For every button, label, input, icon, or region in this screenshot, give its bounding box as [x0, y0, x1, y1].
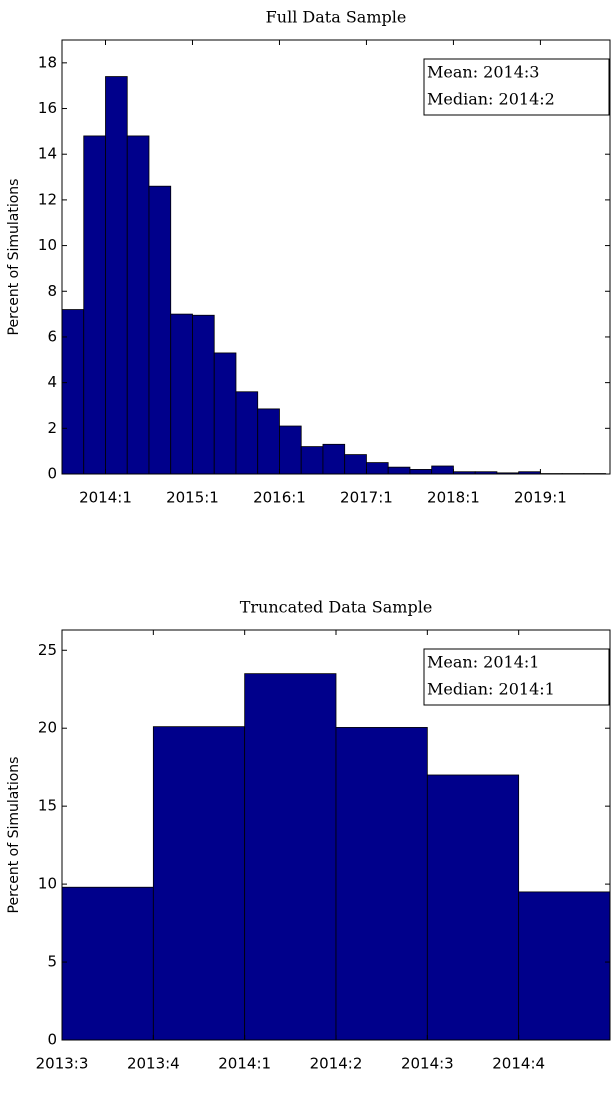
y-tick-label: 4 [47, 373, 57, 391]
annotation: Median: 2014:1 [427, 680, 555, 699]
x-tick-label: 2014:1 [218, 1055, 271, 1073]
x-tick-label: 2018:1 [427, 489, 480, 507]
bar [409, 469, 433, 475]
bar [192, 314, 215, 475]
annotation: Mean: 2014:1 [427, 653, 539, 672]
bar [431, 465, 454, 475]
bar [235, 391, 259, 475]
bar [387, 466, 411, 475]
y-tick-label: 20 [38, 719, 57, 737]
y-tick-label: 25 [38, 641, 57, 659]
annotation-box [423, 648, 610, 706]
y-tick-label: 8 [47, 282, 57, 300]
bar [61, 886, 154, 1041]
y-tick-label: 18 [38, 53, 57, 71]
chart-title: Truncated Data Sample [240, 598, 433, 617]
bar [61, 309, 85, 475]
bar [105, 76, 128, 475]
y-tick-label: 5 [47, 953, 57, 971]
plot-frame [61, 39, 611, 475]
x-tick-label: 2014:4 [492, 1055, 545, 1073]
bar [126, 135, 150, 475]
y-tick-label: 15 [38, 797, 57, 815]
bar [335, 727, 428, 1041]
y-tick-label: 0 [47, 1031, 57, 1049]
x-tick-label: 2015:1 [166, 489, 219, 507]
y-tick-label: 6 [47, 327, 57, 345]
bar [148, 185, 172, 475]
y-tick-label: 2 [47, 419, 57, 437]
chart: Truncated Data Sample Percent of Simulati… [6, 598, 611, 1073]
y-tick-label: 10 [38, 236, 57, 254]
bar [83, 135, 106, 475]
annotation: Median: 2014:2 [427, 90, 555, 109]
y-tick-label: 0 [47, 465, 57, 483]
y-tick-label: 14 [38, 145, 57, 163]
bar [300, 446, 324, 475]
x-tick-label: 2016:1 [253, 489, 306, 507]
bar [213, 352, 237, 475]
bar [152, 726, 246, 1041]
bar [322, 443, 346, 475]
x-tick-label: 2014:2 [310, 1055, 363, 1073]
bar [426, 774, 520, 1041]
annotation-box [423, 58, 610, 116]
chart-title: Full Data Sample [266, 8, 407, 27]
bar [279, 425, 302, 475]
x-tick-label: 2013:3 [36, 1055, 89, 1073]
x-tick-label: 2019:1 [514, 489, 567, 507]
bar [344, 454, 367, 475]
x-tick-label: 2014:1 [79, 489, 132, 507]
x-tick-label: 2014:3 [401, 1055, 454, 1073]
y-axis-label: Percent of Simulations [6, 179, 22, 336]
bar [518, 891, 611, 1041]
bar [170, 313, 193, 475]
x-tick-label: 2017:1 [340, 489, 393, 507]
y-axis-label: Percent of Simulations [6, 757, 22, 914]
annotation: Mean: 2014:3 [427, 63, 539, 82]
chart: Full Data Sample Percent of Simulations 0 2… [6, 8, 611, 507]
bar [257, 408, 280, 475]
y-tick-label: 10 [38, 875, 57, 893]
x-tick-label: 2013:4 [127, 1055, 180, 1073]
y-tick-label: 12 [38, 190, 57, 208]
bar [244, 673, 337, 1041]
y-tick-label: 16 [38, 99, 57, 117]
bar [366, 462, 389, 475]
